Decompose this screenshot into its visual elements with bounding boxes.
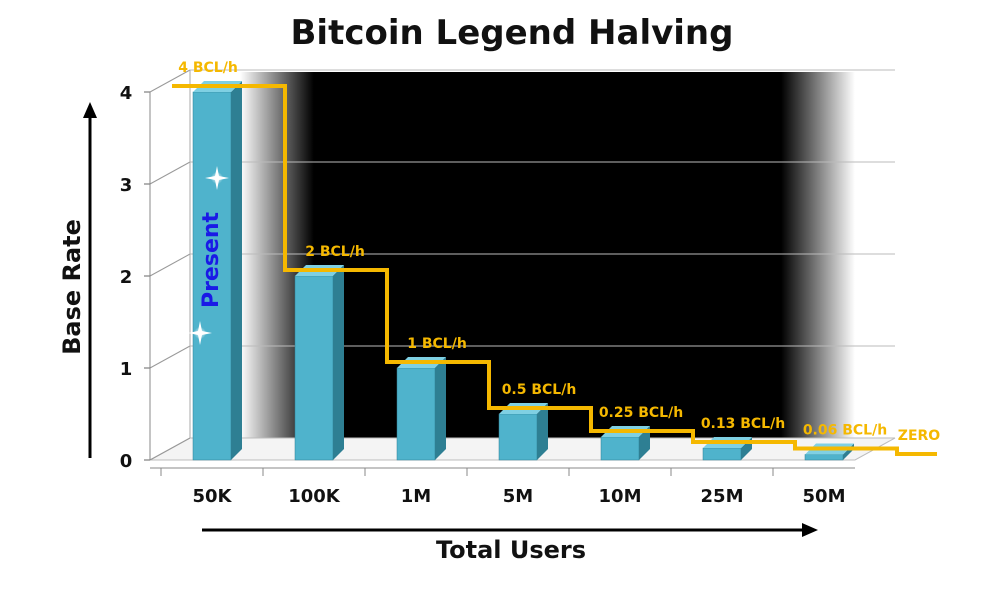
bar-front [294,275,334,461]
rate-label: 4 BCL/h [178,60,238,76]
y-axis-label: Base Rate [58,219,86,355]
present-annotation: Present [199,211,224,308]
bar-front [192,91,232,461]
sparkle-icon [205,166,229,190]
bar-front [600,436,640,461]
bar-side [231,81,242,460]
chart-title: Bitcoin Legend Halving [291,13,734,53]
bar-side [537,403,548,460]
labels: 4 BCL/h 2 BCL/h 1 BCL/h 0.5 BCL/h 0.25 BCL/h… [178,60,940,444]
y-tick-label: 4 [120,83,133,104]
bar-front [498,413,538,461]
x-tick-label: 10M [599,486,642,507]
bar-front [396,367,436,461]
rate-label: 2 BCL/h [305,244,365,260]
x-tick-label: 1M [401,486,431,507]
step-line [172,84,937,456]
bar [498,403,548,461]
axes: 0 1 2 3 4 50K 100K 1M 5M 10M 25M 50M [83,70,855,537]
x-tick-label: 100K [288,486,341,507]
x-axis-label: Total Users [436,536,586,564]
bar [600,426,650,461]
step-line-layer [172,84,937,456]
bar-front [702,447,742,461]
y-axis-arrow-head [83,102,97,118]
y-tick-label: 0 [120,451,133,472]
bar-side [333,265,344,460]
sparkle-icon [188,321,212,345]
x-tick-label: 5M [503,486,533,507]
bar-side [435,357,446,460]
x-axis-arrow-head [802,523,818,537]
y-tick-label: 3 [120,175,133,196]
bar [192,81,242,461]
gridline-depth [149,69,191,93]
x-tick-label: 50K [193,486,233,507]
gridline-depth [149,437,191,461]
rate-label: 0.13 BCL/h [701,416,785,432]
y-tick-label: 2 [120,267,133,288]
gridline-depth [149,345,191,369]
rate-label: 1 BCL/h [407,336,467,352]
bar-side [639,426,650,460]
bars [192,81,854,461]
bar [294,265,344,461]
bar [396,357,446,461]
rate-label: 0.25 BCL/h [599,405,683,421]
gridline-depth [149,253,191,277]
bar-front [804,454,844,461]
gridline-depth [149,161,191,185]
x-tick-label: 25M [701,486,744,507]
rate-label: 0.5 BCL/h [502,382,577,398]
rate-label: ZERO [898,428,940,444]
x-tick-label: 50M [803,486,846,507]
y-tick-label: 1 [120,359,133,380]
rate-label: 0.06 BCL/h [803,422,887,438]
